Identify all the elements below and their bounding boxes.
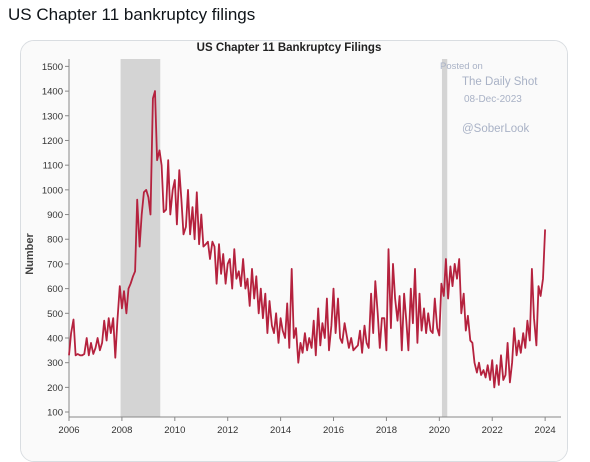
y-tick-label-1000: 1000 (42, 185, 63, 196)
watermark-date: 08-Dec-2023 (464, 94, 522, 105)
chart-card[interactable]: US Chapter 11 Bankruptcy Filings Posted … (20, 40, 568, 462)
y-tick-label-1200: 1200 (42, 136, 63, 147)
y-tick-label-500: 500 (47, 309, 63, 320)
x-tick-label-2018: 2018 (376, 425, 397, 436)
x-tick-label-2010: 2010 (164, 425, 185, 436)
x-tick-label-2024: 2024 (535, 425, 556, 436)
post-title: US Chapter 11 bankruptcy filings (8, 5, 256, 24)
plot-background (21, 41, 567, 461)
x-tick-label-2014: 2014 (270, 425, 291, 436)
y-tick-label-1100: 1100 (43, 161, 63, 172)
y-tick-label-200: 200 (47, 383, 63, 394)
x-tick-label-2022: 2022 (482, 425, 503, 436)
chart-title: US Chapter 11 Bankruptcy Filings (197, 42, 382, 54)
y-axis-label: Number (24, 233, 36, 275)
y-tick-label-800: 800 (47, 235, 63, 246)
y-tick-label-700: 700 (47, 259, 63, 270)
y-tick-label-300: 300 (47, 358, 63, 369)
y-tick-label-1400: 1400 (42, 87, 63, 98)
y-tick-label-600: 600 (47, 284, 63, 295)
x-tick-label-2016: 2016 (323, 425, 344, 436)
y-tick-label-400: 400 (47, 333, 63, 344)
x-tick-label-2012: 2012 (217, 425, 238, 436)
x-tick-label-2008: 2008 (111, 425, 132, 436)
y-tick-label-1500: 1500 (42, 62, 63, 73)
watermark-posted-on: Posted on (440, 61, 483, 72)
y-tick-label-100: 100 (47, 408, 63, 419)
y-tick-label-900: 900 (47, 210, 63, 221)
series-line-0 (68, 90, 546, 389)
watermark-handle: @SoberLook (462, 123, 530, 135)
x-tick-label-2006: 2006 (58, 425, 79, 436)
x-tick-label-2020: 2020 (429, 425, 450, 436)
watermark: Posted on The Daily Shot 08-Dec-2023 @So… (440, 61, 538, 135)
y-tick-label-1300: 1300 (42, 111, 63, 122)
recession-shade-1 (441, 59, 448, 417)
watermark-source: The Daily Shot (462, 76, 538, 88)
chart: US Chapter 11 Bankruptcy Filings Posted … (21, 41, 567, 461)
